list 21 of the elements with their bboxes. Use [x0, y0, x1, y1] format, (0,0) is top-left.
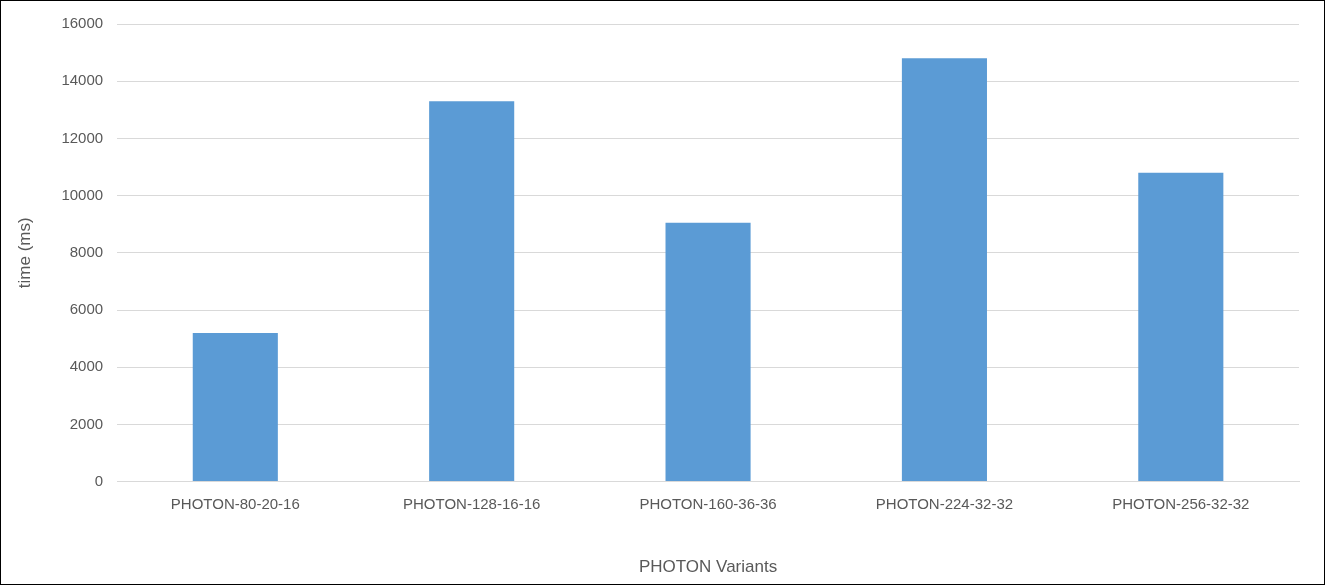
y-tick-label: 16000 [61, 14, 104, 32]
y-tick-label: 2000 [69, 414, 104, 432]
bar [901, 58, 987, 482]
bar [192, 332, 278, 482]
bar [1138, 172, 1224, 482]
bar [429, 101, 515, 482]
x-axis-title: PHOTON Variants [638, 557, 778, 577]
x-tick-label: PHOTON-80-20-16 [170, 494, 300, 512]
y-tick-label: 12000 [61, 128, 104, 146]
y-tick-label: 14000 [61, 71, 104, 89]
y-axis-title: time (ms) [14, 217, 34, 289]
y-tick-label: 4000 [69, 357, 104, 375]
y-tick-label: 0 [94, 471, 104, 489]
y-tick-label: 10000 [61, 185, 104, 203]
y-tick-label: 6000 [69, 300, 104, 318]
y-tick-label: 8000 [69, 242, 104, 260]
x-tick-label: PHOTON-160-36-36 [639, 494, 777, 512]
x-tick-label: PHOTON-128-16-16 [403, 494, 541, 512]
x-tick-label: PHOTON-256-32-32 [1112, 494, 1250, 512]
bar [665, 222, 751, 482]
x-tick-label: PHOTON-224-32-32 [875, 494, 1014, 512]
